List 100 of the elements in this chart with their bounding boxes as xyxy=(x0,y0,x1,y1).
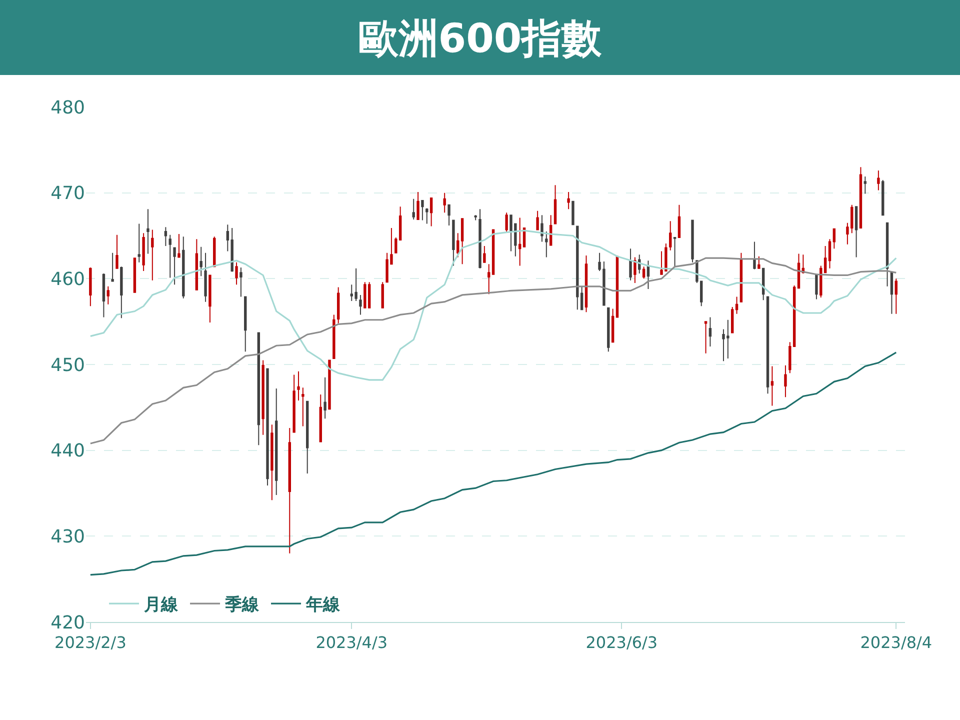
line-series xyxy=(90,257,897,444)
line-series xyxy=(90,352,897,576)
candlestick xyxy=(753,241,756,270)
candlestick xyxy=(646,260,650,290)
candlestick xyxy=(735,296,738,314)
candlestick xyxy=(297,370,300,402)
candlestick xyxy=(770,366,774,406)
candlestick xyxy=(336,286,340,324)
candlestick xyxy=(545,230,548,258)
candlestick xyxy=(102,273,106,318)
candlestick xyxy=(324,376,326,420)
candlestick xyxy=(691,220,694,263)
candlestick xyxy=(368,282,371,308)
candlestick xyxy=(669,220,672,251)
candlestick xyxy=(359,294,362,316)
candlestick xyxy=(483,246,486,263)
candlestick xyxy=(784,364,787,398)
candlestick xyxy=(894,278,898,314)
y-tick-label: 470 xyxy=(50,183,85,204)
candlestick xyxy=(257,332,260,446)
candlestick xyxy=(832,228,836,250)
candlestick xyxy=(306,400,309,474)
candlestick xyxy=(584,254,588,313)
candlestick xyxy=(151,229,154,281)
candlestick xyxy=(173,247,176,286)
candlestick xyxy=(302,387,304,427)
candlestick xyxy=(266,368,269,486)
candlestick xyxy=(730,306,734,334)
candlestick xyxy=(208,274,212,323)
candlestick xyxy=(262,360,264,436)
candlestick xyxy=(204,252,207,302)
candlestick xyxy=(240,267,242,298)
candlestick xyxy=(195,238,198,290)
candlestick xyxy=(111,252,114,282)
x-tick-label: 2023/6/3 xyxy=(586,633,658,652)
candlestick xyxy=(549,214,552,246)
candlestick xyxy=(244,296,247,352)
y-tick-label: 450 xyxy=(50,354,85,376)
candlestick xyxy=(443,192,446,214)
candlestick xyxy=(319,394,322,442)
candlestick xyxy=(421,200,424,221)
candlestick xyxy=(412,198,415,220)
candlestick xyxy=(611,308,614,343)
candlestick xyxy=(882,179,884,216)
candlestick xyxy=(460,218,464,265)
y-tick-label: 440 xyxy=(50,440,85,462)
candlestick xyxy=(536,210,539,230)
candlestick xyxy=(182,236,185,299)
candlestick xyxy=(292,374,296,433)
candlestick xyxy=(230,228,234,272)
candlestick xyxy=(270,424,274,501)
y-tick-label: 460 xyxy=(50,268,85,290)
candlestick xyxy=(120,266,123,319)
candlestick xyxy=(416,191,420,220)
line-series xyxy=(90,230,897,381)
candlestick xyxy=(886,222,889,287)
legend-label: 月線 xyxy=(143,595,180,616)
candlestick xyxy=(629,248,632,281)
candlestick xyxy=(815,274,818,300)
candlestick xyxy=(146,208,150,254)
y-tick-label: 420 xyxy=(50,612,85,634)
candlestick xyxy=(634,256,636,284)
candlestick xyxy=(142,232,145,272)
candlestick xyxy=(452,220,455,266)
candlestick xyxy=(430,197,433,227)
candlestick xyxy=(890,272,894,314)
candlestick xyxy=(200,246,202,277)
candlestick xyxy=(859,166,862,229)
candlestick xyxy=(567,191,570,210)
legend-label: 年線 xyxy=(305,595,342,616)
candlestick xyxy=(394,236,398,254)
legend-label: 季線 xyxy=(224,595,260,616)
candlestick xyxy=(456,232,460,258)
candlestick xyxy=(828,238,832,269)
candlestick xyxy=(708,316,712,347)
candlestick xyxy=(116,234,118,269)
candlestick xyxy=(381,282,384,308)
candlestick xyxy=(607,307,610,352)
candlestick xyxy=(354,268,358,302)
candlestick xyxy=(138,223,140,263)
y-tick-label: 480 xyxy=(50,97,85,118)
candlestick xyxy=(133,258,136,293)
x-tick-label: 2023/2/3 xyxy=(54,633,126,652)
candlestick xyxy=(168,234,172,278)
candlestick xyxy=(178,234,180,258)
candlestick xyxy=(505,212,508,232)
candlestick xyxy=(766,296,770,394)
x-tick-label: 2023/4/3 xyxy=(316,633,388,652)
candlestick xyxy=(678,204,681,238)
candlestick xyxy=(448,204,450,226)
candlestick xyxy=(758,256,760,269)
candlestick xyxy=(797,253,800,289)
candlestick xyxy=(864,176,867,194)
candlestick xyxy=(576,226,579,310)
chart-title: 歐洲600指數 xyxy=(358,16,603,62)
candlestick xyxy=(854,206,858,258)
candlestick xyxy=(332,314,336,359)
candlestick xyxy=(877,170,880,191)
candlestick xyxy=(554,184,557,224)
candlestick xyxy=(488,264,490,295)
